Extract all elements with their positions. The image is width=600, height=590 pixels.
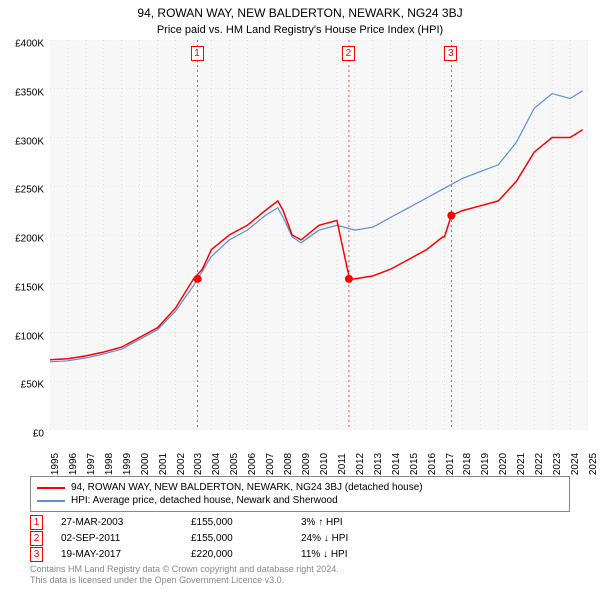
event-marker-2: 2: [342, 46, 355, 61]
x-tick-label: 2023: [552, 453, 563, 475]
events-table: 1 27-MAR-2003£155,0003% ↑ HPI 2 02-SEP-2011…: [30, 514, 421, 562]
y-tick-label: £200K: [15, 234, 44, 245]
y-tick-label: £400K: [15, 39, 44, 50]
chart-svg: [50, 40, 588, 430]
legend-label: 94, ROWAN WAY, NEW BALDERTON, NEWARK, NG…: [71, 482, 423, 493]
x-tick-label: 1995: [50, 453, 61, 475]
event-date: 02-SEP-2011: [61, 533, 191, 544]
x-tick-label: 2011: [337, 453, 348, 475]
legend: 94, ROWAN WAY, NEW BALDERTON, NEWARK, NG…: [30, 476, 570, 512]
x-tick-label: 2009: [301, 453, 312, 475]
chart-subtitle: Price paid vs. HM Land Registry's House …: [0, 20, 600, 40]
event-price: £155,000: [191, 533, 301, 544]
x-tick-label: 2024: [570, 453, 581, 475]
x-tick-label: 1999: [122, 453, 133, 475]
x-tick-label: 2002: [176, 453, 187, 475]
event-marker-box: 1: [30, 515, 43, 530]
footnote-line2: This data is licensed under the Open Gov…: [30, 575, 339, 586]
legend-row: HPI: Average price, detached house, Newa…: [37, 494, 563, 507]
chart-container: 94, ROWAN WAY, NEW BALDERTON, NEWARK, NG…: [0, 0, 600, 590]
y-tick-label: £150K: [15, 282, 44, 293]
footnote: Contains HM Land Registry data © Crown c…: [30, 564, 339, 586]
event-marker-box: 3: [30, 547, 43, 562]
x-tick-label: 2006: [247, 453, 258, 475]
legend-swatch: [37, 487, 65, 489]
x-tick-label: 2000: [140, 453, 151, 475]
event-row: 3 19-MAY-2017£220,00011% ↓ HPI: [30, 546, 421, 562]
x-tick-label: 2018: [462, 453, 473, 475]
x-tick-label: 2001: [158, 453, 169, 475]
x-tick-label: 2012: [355, 453, 366, 475]
x-tick-label: 1996: [68, 453, 79, 475]
x-tick-label: 2014: [391, 453, 402, 475]
x-tick-label: 2005: [229, 453, 240, 475]
y-tick-label: £50K: [21, 380, 44, 391]
x-tick-label: 2010: [319, 453, 330, 475]
event-delta: 3% ↑ HPI: [301, 517, 421, 528]
x-tick-label: 2013: [373, 453, 384, 475]
event-delta: 24% ↓ HPI: [301, 533, 421, 544]
event-date: 19-MAY-2017: [61, 549, 191, 560]
y-tick-label: £100K: [15, 331, 44, 342]
x-tick-label: 2022: [534, 453, 545, 475]
x-tick-label: 2017: [445, 453, 456, 475]
legend-swatch: [37, 500, 65, 502]
x-axis-labels: 1995 1996 1997 1998 1999 2000 2001 2002 2003 2004…: [50, 436, 588, 476]
x-tick-label: 2015: [409, 453, 420, 475]
event-marker-1: 1: [191, 46, 204, 61]
y-tick-label: £0: [33, 429, 44, 440]
x-tick-label: 2025: [588, 453, 599, 475]
x-tick-label: 1997: [86, 453, 97, 475]
event-price: £220,000: [191, 549, 301, 560]
x-tick-label: 2007: [265, 453, 276, 475]
x-tick-label: 1998: [104, 453, 115, 475]
plot-area: 1 2 3: [50, 40, 588, 430]
legend-label: HPI: Average price, detached house, Newa…: [71, 495, 338, 506]
event-row: 1 27-MAR-2003£155,0003% ↑ HPI: [30, 514, 421, 530]
y-axis-labels: £0£50K£100K£150K£200K£250K£300K£350K£400…: [0, 44, 48, 434]
event-row: 2 02-SEP-2011£155,00024% ↓ HPI: [30, 530, 421, 546]
footnote-line1: Contains HM Land Registry data © Crown c…: [30, 564, 339, 575]
x-tick-label: 2003: [193, 453, 204, 475]
x-tick-label: 2008: [283, 453, 294, 475]
event-marker-box: 2: [30, 531, 43, 546]
x-tick-label: 2004: [211, 453, 222, 475]
y-tick-label: £350K: [15, 87, 44, 98]
x-tick-label: 2019: [480, 453, 491, 475]
x-tick-label: 2020: [498, 453, 509, 475]
x-tick-label: 2016: [427, 453, 438, 475]
event-price: £155,000: [191, 517, 301, 528]
event-delta: 11% ↓ HPI: [301, 549, 421, 560]
event-marker-3: 3: [444, 46, 457, 61]
y-tick-label: £250K: [15, 185, 44, 196]
y-tick-label: £300K: [15, 136, 44, 147]
chart-title: 94, ROWAN WAY, NEW BALDERTON, NEWARK, NG…: [0, 0, 600, 20]
x-tick-label: 2021: [516, 453, 527, 475]
legend-row: 94, ROWAN WAY, NEW BALDERTON, NEWARK, NG…: [37, 481, 563, 494]
event-date: 27-MAR-2003: [61, 517, 191, 528]
